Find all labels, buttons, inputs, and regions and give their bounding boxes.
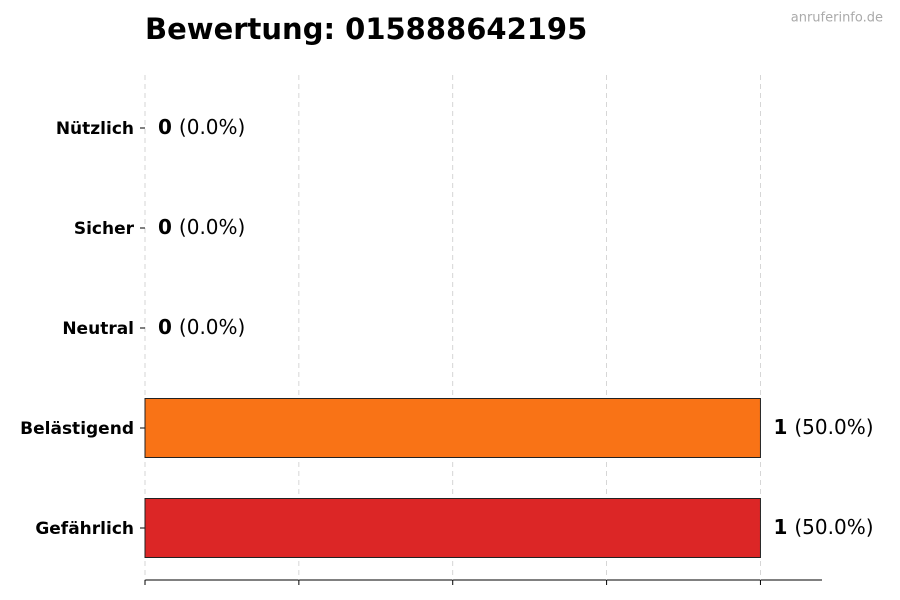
value-label: 1 (50.0%) xyxy=(773,515,873,539)
bar xyxy=(144,498,761,558)
value-label: 0 (0.0%) xyxy=(158,315,245,339)
chart-title: Bewertung: 015888642195 xyxy=(145,12,587,46)
watermark: anruferinfo.de xyxy=(791,11,883,26)
value-count: 1 xyxy=(773,415,787,439)
y-tick-label: Neutral xyxy=(62,319,134,339)
value-percent: (0.0%) xyxy=(179,115,245,139)
y-tick-label: Belästigend xyxy=(20,419,134,439)
y-tick-label: Nützlich xyxy=(56,119,134,139)
value-count: 0 xyxy=(158,115,172,139)
value-percent: (50.0%) xyxy=(794,515,873,539)
value-label: 0 (0.0%) xyxy=(158,215,245,239)
bar xyxy=(144,398,761,458)
value-count: 0 xyxy=(158,215,172,239)
value-percent: (0.0%) xyxy=(179,315,245,339)
value-count: 1 xyxy=(773,515,787,539)
value-count: 0 xyxy=(158,315,172,339)
value-label: 1 (50.0%) xyxy=(773,415,873,439)
value-percent: (50.0%) xyxy=(794,415,873,439)
y-tick-label: Gefährlich xyxy=(35,519,134,539)
value-percent: (0.0%) xyxy=(179,215,245,239)
y-tick-label: Sicher xyxy=(74,219,135,239)
value-label: 0 (0.0%) xyxy=(158,115,245,139)
